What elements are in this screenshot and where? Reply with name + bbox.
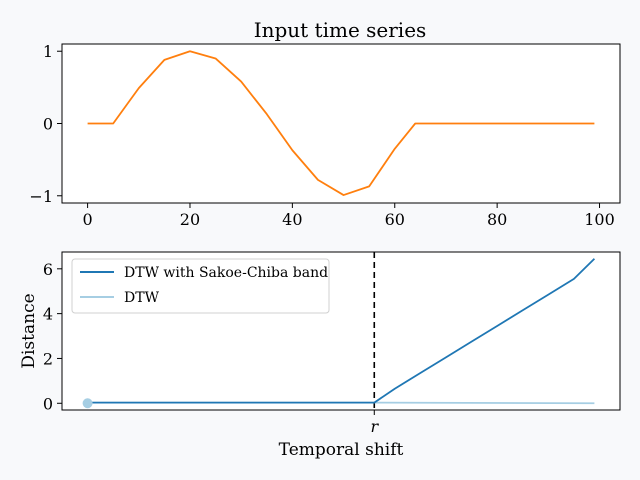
legend-label-dtw: DTW [124,290,160,306]
start-point-marker [82,398,93,409]
bottom-series-layer [82,252,596,410]
y-tick-label: 4 [43,305,53,324]
y-tick-label: 0 [43,394,53,413]
top-chart: Input time series 0 20 40 60 80 100 −1 0 1 [29,18,621,229]
top-chart-title: Input time series [254,18,427,42]
y-tick-label: 0 [43,115,53,134]
legend-label-dtw-sakoe-chiba: DTW with Sakoe-Chiba band [124,265,328,281]
series-line-0-0 [87,50,595,196]
top-axis-ticks: 0 20 40 60 80 100 −1 0 1 [29,42,614,229]
top-series-layer [87,50,595,196]
x-tick-label: r [370,417,379,436]
legend: DTW with Sakoe-Chiba band DTW [71,258,330,314]
legend-box [71,258,330,314]
bottom-ylabel: Distance [19,293,39,368]
y-tick-label: 1 [43,42,53,61]
x-tick-label: 40 [282,210,302,229]
x-tick-label: 0 [83,210,93,229]
bottom-axis-ticks: r 0 2 4 6 [43,260,380,436]
bottom-chart: r 0 2 4 6 Temporal shift Distance DTW with S… [19,251,621,460]
x-tick-label: 20 [180,210,200,229]
series-line-1-0 [87,258,596,404]
bottom-xlabel: Temporal shift [279,440,404,460]
x-tick-label: 60 [385,210,405,229]
y-tick-label: −1 [29,187,53,206]
x-tick-label: 80 [487,210,507,229]
x-tick-label: 100 [584,210,615,229]
y-tick-label: 2 [43,349,53,368]
y-tick-label: 6 [43,260,53,279]
